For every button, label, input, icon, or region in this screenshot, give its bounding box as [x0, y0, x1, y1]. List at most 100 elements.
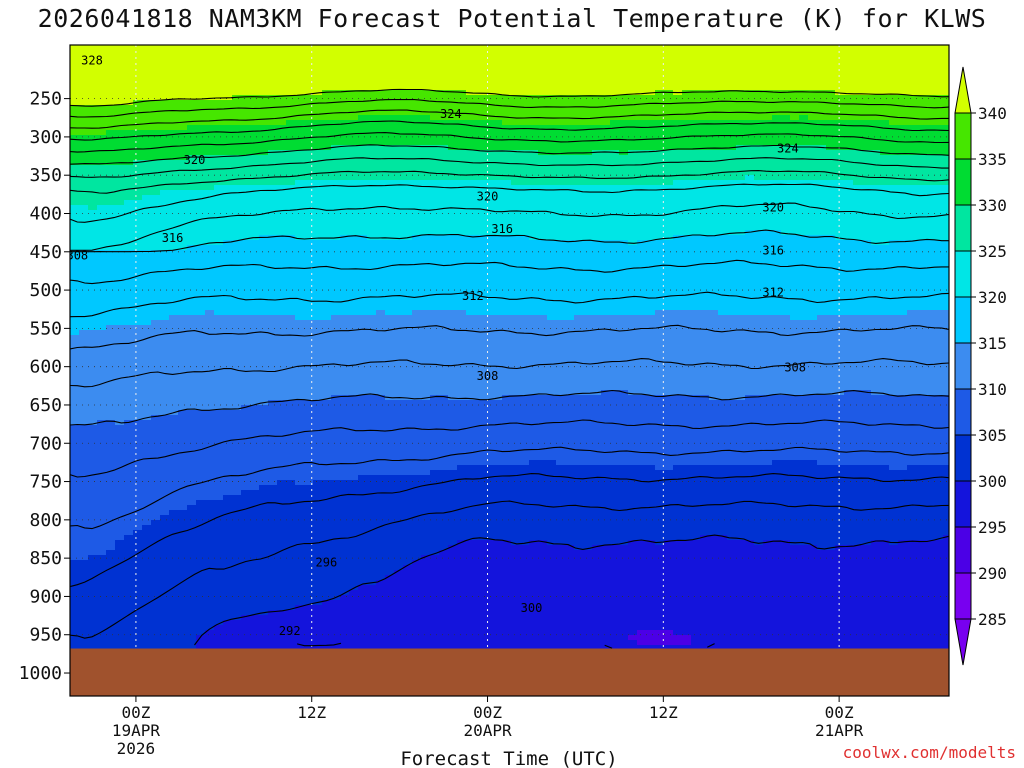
field-cell: [376, 385, 386, 391]
field-cell: [331, 545, 341, 551]
field-cell: [214, 400, 224, 406]
field-cell: [178, 170, 188, 176]
field-cell: [124, 360, 134, 366]
field-cell: [196, 135, 206, 141]
field-cell: [205, 225, 215, 231]
field-cell: [160, 485, 170, 491]
field-cell: [124, 460, 134, 466]
field-cell: [205, 85, 215, 91]
field-cell: [205, 420, 215, 426]
field-cell: [313, 175, 323, 181]
field-cell: [322, 635, 332, 641]
field-cell: [169, 65, 179, 71]
field-cell: [142, 120, 152, 126]
field-cell: [367, 125, 377, 131]
field-cell: [214, 390, 224, 396]
field-cell: [214, 110, 224, 116]
field-cell: [340, 585, 350, 591]
field-cell: [70, 230, 80, 236]
field-cell: [331, 320, 341, 326]
field-cell: [295, 480, 305, 486]
field-cell: [385, 325, 395, 331]
field-cell: [277, 635, 287, 641]
field-cell: [97, 520, 107, 526]
field-cell: [178, 105, 188, 111]
field-cell: [160, 105, 170, 111]
field-cell: [142, 105, 152, 111]
field-cell: [376, 455, 386, 461]
field-cell: [178, 60, 188, 66]
field-cell: [133, 60, 143, 66]
field-cell: [331, 485, 341, 491]
field-cell: [304, 620, 314, 626]
field-cell: [106, 525, 116, 531]
field-cell: [340, 430, 350, 436]
field-cell: [340, 245, 350, 251]
field-cell: [241, 175, 251, 181]
field-cell: [196, 175, 206, 181]
field-cell: [187, 575, 197, 581]
field-cell: [142, 160, 152, 166]
field-cell: [295, 345, 305, 351]
field-cell: [358, 435, 368, 441]
field-cell: [205, 585, 215, 591]
field-cell: [142, 70, 152, 76]
field-cell: [214, 615, 224, 621]
field-cell: [394, 205, 404, 211]
field-cell: [124, 365, 134, 371]
field-cell: [322, 250, 332, 256]
field-cell: [106, 450, 116, 456]
field-cell: [385, 240, 395, 246]
field-cell: [340, 645, 350, 651]
field-cell: [268, 270, 278, 276]
field-cell: [169, 405, 179, 411]
field-cell: [349, 375, 359, 381]
field-cell: [115, 475, 125, 481]
field-cell: [313, 335, 323, 341]
field-cell: [88, 520, 98, 526]
field-cell: [241, 560, 251, 566]
field-cell: [187, 375, 197, 381]
field-cell: [160, 180, 170, 186]
field-cell: [187, 360, 197, 366]
field-cell: [241, 65, 251, 71]
field-cell: [142, 165, 152, 171]
field-cell: [268, 295, 278, 301]
field-cell: [88, 335, 98, 341]
field-cell: [259, 95, 269, 101]
field-cell: [358, 80, 368, 86]
field-cell: [79, 135, 89, 141]
field-cell: [250, 465, 260, 471]
field-cell: [385, 215, 395, 221]
field-cell: [196, 360, 206, 366]
field-cell: [106, 115, 116, 121]
field-cell: [70, 485, 80, 491]
field-cell: [313, 365, 323, 371]
field-cell: [322, 195, 332, 201]
field-cell: [250, 435, 260, 441]
field-cell: [97, 270, 107, 276]
field-cell: [160, 330, 170, 336]
field-cell: [268, 315, 278, 321]
field-cell: [70, 315, 80, 321]
field-cell: [214, 135, 224, 141]
field-cell: [214, 295, 224, 301]
field-cell: [331, 635, 341, 641]
field-cell: [205, 75, 215, 81]
field-cell: [349, 615, 359, 621]
field-cell: [187, 450, 197, 456]
field-cell: [241, 45, 251, 51]
field-cell: [70, 440, 80, 446]
field-cell: [313, 265, 323, 271]
field-cell: [187, 210, 197, 216]
field-cell: [358, 575, 368, 581]
field-cell: [187, 465, 197, 471]
field-cell: [106, 400, 116, 406]
field-cell: [376, 55, 386, 61]
field-cell: [232, 160, 242, 166]
field-cell: [214, 625, 224, 631]
field-cell: [304, 320, 314, 326]
field-cell: [232, 545, 242, 551]
field-cell: [106, 440, 116, 446]
field-cell: [106, 630, 116, 636]
